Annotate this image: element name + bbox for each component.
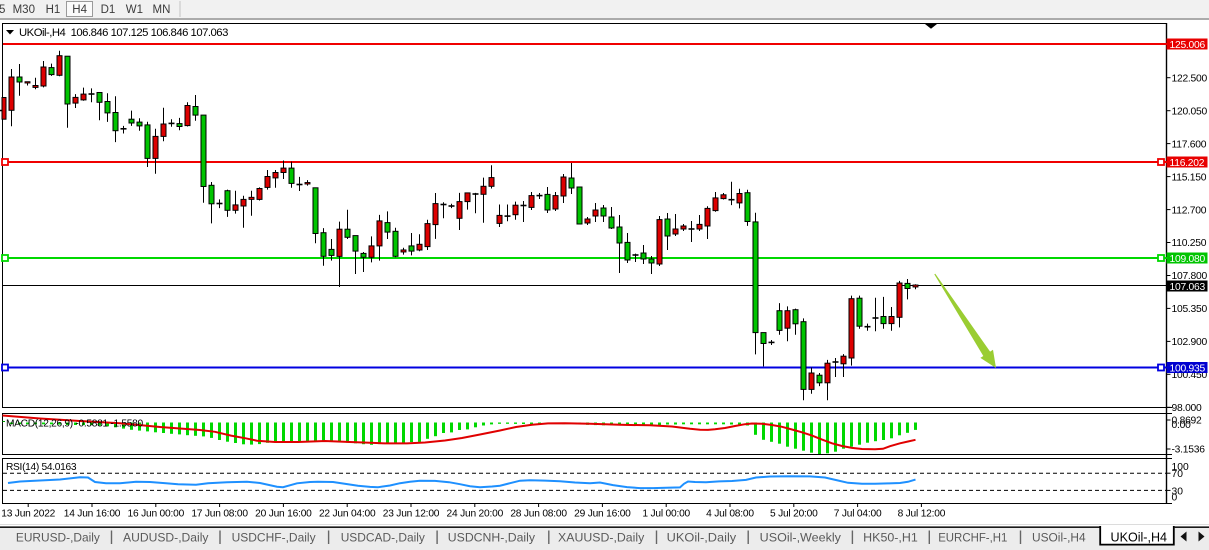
svg-text:117.600: 117.600 — [1172, 139, 1207, 150]
svg-text:XAUUSD-,Daily: XAUUSD-,Daily — [558, 530, 645, 544]
svg-text:23 Jun 12:00: 23 Jun 12:00 — [383, 509, 440, 520]
svg-text:7 Jul 04:00: 7 Jul 04:00 — [834, 509, 882, 520]
svg-text:D1: D1 — [101, 4, 116, 16]
svg-text:H4: H4 — [72, 4, 87, 16]
svg-text:125.006: 125.006 — [1170, 40, 1206, 51]
svg-text:110.250: 110.250 — [1172, 238, 1207, 249]
svg-text:115.150: 115.150 — [1172, 172, 1207, 183]
svg-text:28 Jun 08:00: 28 Jun 08:00 — [510, 509, 567, 520]
svg-text:M30: M30 — [13, 4, 35, 16]
svg-text:8 Jul 12:00: 8 Jul 12:00 — [898, 509, 946, 520]
svg-text:14 Jun 16:00: 14 Jun 16:00 — [64, 509, 121, 520]
svg-text:H1: H1 — [46, 4, 61, 16]
svg-text:105.350: 105.350 — [1172, 304, 1208, 315]
svg-text:70: 70 — [1172, 469, 1184, 480]
svg-text:4 Jul 08:00: 4 Jul 08:00 — [706, 509, 754, 520]
svg-text:0.8692: 0.8692 — [1172, 416, 1203, 427]
svg-text:17 Jun 08:00: 17 Jun 08:00 — [191, 509, 248, 520]
svg-text:MACD(12,26,9) -0.5881 -1.5580: MACD(12,26,9) -0.5881 -1.5580 — [6, 419, 143, 430]
svg-text:5: 5 — [0, 4, 5, 16]
svg-text:USDCHF-,Daily: USDCHF-,Daily — [232, 530, 317, 544]
svg-text:RSI(14) 54.0163: RSI(14) 54.0163 — [6, 462, 77, 473]
svg-text:UKOil-,H4 106.846 107.125 106: UKOil-,H4 106.846 107.125 106.846 107.06… — [19, 27, 228, 39]
svg-text:112.700: 112.700 — [1172, 205, 1207, 216]
svg-text:16 Jun 00:00: 16 Jun 00:00 — [128, 509, 185, 520]
svg-text:EURUSD-,Daily: EURUSD-,Daily — [16, 530, 101, 544]
svg-text:116.202: 116.202 — [1170, 158, 1205, 169]
svg-text:UKOil-,Daily: UKOil-,Daily — [667, 530, 737, 544]
svg-text:-3.1536: -3.1536 — [1172, 445, 1206, 456]
svg-text:107.800: 107.800 — [1172, 271, 1208, 282]
svg-text:98.000: 98.000 — [1172, 403, 1203, 414]
svg-text:5 Jul 20:00: 5 Jul 20:00 — [770, 509, 818, 520]
svg-text:20 Jun 16:00: 20 Jun 16:00 — [255, 509, 312, 520]
svg-text:AUDUSD-,Daily: AUDUSD-,Daily — [123, 530, 209, 544]
svg-text:109.080: 109.080 — [1170, 254, 1206, 265]
svg-text:W1: W1 — [126, 4, 143, 16]
svg-text:30: 30 — [1172, 486, 1184, 497]
svg-text:0: 0 — [1172, 493, 1178, 504]
svg-text:100.935: 100.935 — [1170, 363, 1206, 374]
svg-text:107.063: 107.063 — [1170, 282, 1206, 293]
svg-text:22 Jun 04:00: 22 Jun 04:00 — [319, 509, 376, 520]
svg-text:120.050: 120.050 — [1172, 106, 1208, 117]
svg-text:100.450: 100.450 — [1172, 370, 1208, 381]
svg-text:1 Jul 00:00: 1 Jul 00:00 — [642, 509, 690, 520]
svg-text:USOil-,H4: USOil-,H4 — [1032, 530, 1086, 544]
svg-text:100: 100 — [1172, 462, 1189, 473]
svg-text:USDCAD-,Daily: USDCAD-,Daily — [341, 530, 426, 544]
svg-text:MN: MN — [153, 4, 171, 16]
svg-text:13 Jun 2022: 13 Jun 2022 — [1, 509, 55, 520]
svg-text:EURCHF-,H1: EURCHF-,H1 — [938, 530, 1007, 544]
svg-text:UKOil-,H4: UKOil-,H4 — [1111, 530, 1168, 545]
svg-text:122.500: 122.500 — [1172, 73, 1208, 84]
svg-text:0.00: 0.00 — [1172, 420, 1192, 431]
svg-text:29 Jun 16:00: 29 Jun 16:00 — [574, 509, 631, 520]
svg-text:HK50-,H1: HK50-,H1 — [863, 530, 918, 544]
svg-text:USDCNH-,Daily: USDCNH-,Daily — [448, 530, 536, 544]
svg-text:102.900: 102.900 — [1172, 337, 1208, 348]
svg-text:USOil-,Weekly: USOil-,Weekly — [760, 530, 842, 544]
svg-text:24 Jun 20:00: 24 Jun 20:00 — [447, 509, 504, 520]
